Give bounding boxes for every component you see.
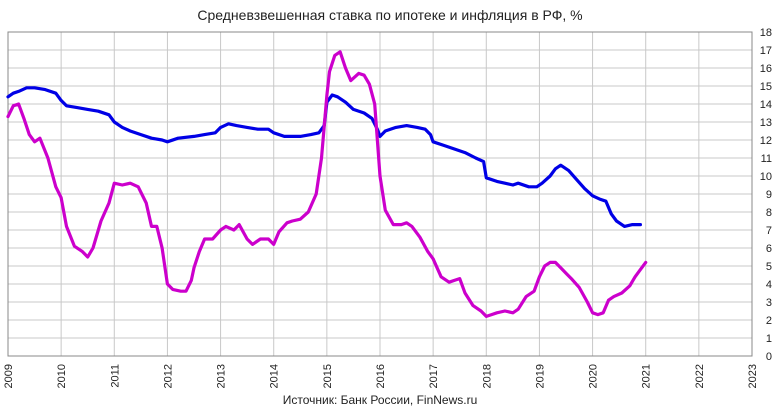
y-tick-label: 10: [760, 171, 772, 183]
x-tick-label: 2021: [641, 364, 653, 388]
series-layer: [6, 50, 648, 318]
source-caption: Источник: Банк России, FinNews.ru: [283, 393, 478, 407]
y-tick-label: 3: [766, 297, 772, 309]
y-tick-label: 5: [766, 261, 772, 273]
series-line-mortgage-rate: [6, 86, 642, 228]
x-tick-label: 2022: [694, 364, 706, 388]
x-tick-labels: 2009 2010 2011 2012 2013 2014 2015 2016 2017 2018…: [3, 364, 759, 388]
x-tick-label: 2013: [216, 364, 228, 388]
x-tick-label: 2010: [56, 364, 68, 388]
y-tick-label: 13: [760, 117, 772, 129]
y-tick-label: 17: [760, 45, 772, 57]
y-tick-label: 9: [766, 189, 772, 201]
x-tick-label: 2015: [322, 364, 334, 388]
y-tick-label: 18: [760, 27, 772, 39]
y-tick-label: 6: [766, 243, 772, 255]
x-tick-label: 2016: [375, 364, 387, 388]
y-tick-label: 15: [760, 81, 772, 93]
horizontal-gridlines: [8, 31, 752, 357]
plot-frame: [7, 31, 753, 357]
y-tick-label: 16: [760, 63, 772, 75]
y-tick-label: 8: [766, 207, 772, 219]
x-tick-label: 2023: [747, 364, 759, 388]
x-tick-label: 2019: [534, 364, 546, 388]
series-line-inflation: [6, 50, 648, 318]
x-tick-label: 2020: [588, 364, 600, 388]
y-tick-label: 2: [766, 315, 772, 327]
y-tick-label: 1: [766, 333, 772, 345]
y-tick-label: 0: [766, 351, 772, 363]
x-tick-label: 2014: [269, 364, 281, 388]
x-tick-label: 2012: [162, 364, 174, 388]
x-tick-label: 2018: [481, 364, 493, 388]
y-tick-label: 7: [766, 225, 772, 237]
x-tick-label: 2011: [109, 364, 121, 388]
chart-title: Средневзвешенная ставка по ипотеке и инф…: [197, 7, 582, 23]
y-tick-label: 14: [760, 99, 772, 111]
y-tick-label: 11: [761, 153, 772, 165]
y-tick-label: 4: [766, 279, 772, 291]
x-tick-label: 2009: [3, 364, 15, 388]
y-tick-label: 12: [760, 135, 772, 147]
x-tick-label: 2017: [428, 364, 440, 388]
